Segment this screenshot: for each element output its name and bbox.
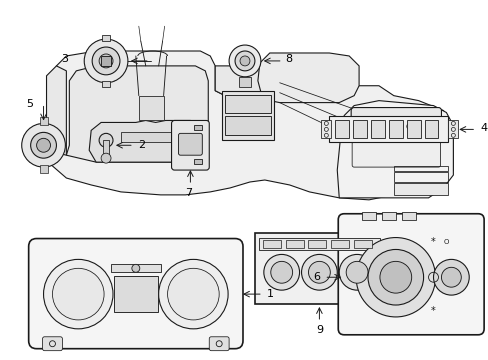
Circle shape: [229, 45, 260, 77]
Bar: [370, 121, 384, 138]
Bar: [308, 239, 325, 248]
Circle shape: [301, 255, 337, 290]
Circle shape: [21, 123, 65, 167]
FancyBboxPatch shape: [381, 118, 410, 134]
Circle shape: [355, 238, 435, 317]
Circle shape: [43, 260, 113, 329]
Text: 1: 1: [267, 289, 274, 299]
Bar: [328, 117, 447, 142]
Text: 8: 8: [285, 54, 292, 64]
Bar: [40, 117, 47, 125]
Circle shape: [37, 138, 50, 152]
Bar: [353, 239, 371, 248]
Bar: [102, 35, 110, 41]
Bar: [331, 239, 348, 248]
Circle shape: [308, 261, 329, 283]
Bar: [321, 121, 331, 138]
Text: *: *: [430, 306, 435, 316]
FancyBboxPatch shape: [350, 108, 441, 143]
Text: 2: 2: [138, 140, 145, 150]
Polygon shape: [215, 66, 274, 100]
Circle shape: [264, 255, 299, 290]
Circle shape: [433, 260, 468, 295]
Bar: [424, 121, 438, 138]
Bar: [361, 212, 375, 220]
Bar: [393, 166, 447, 171]
Bar: [254, 233, 383, 304]
Bar: [222, 91, 273, 140]
Bar: [352, 121, 366, 138]
Bar: [102, 81, 110, 87]
Bar: [103, 140, 109, 158]
Text: 3: 3: [61, 54, 68, 64]
Circle shape: [270, 261, 292, 283]
Bar: [224, 95, 270, 113]
Bar: [393, 183, 447, 195]
FancyBboxPatch shape: [209, 337, 229, 351]
Text: 5: 5: [26, 99, 33, 109]
Polygon shape: [46, 51, 452, 200]
Circle shape: [99, 54, 113, 68]
FancyBboxPatch shape: [178, 133, 202, 155]
FancyBboxPatch shape: [29, 239, 243, 349]
Bar: [401, 212, 415, 220]
Bar: [40, 165, 47, 173]
Bar: [114, 276, 157, 312]
Circle shape: [52, 268, 104, 320]
Circle shape: [31, 132, 56, 158]
Bar: [239, 77, 250, 87]
Bar: [194, 125, 202, 130]
Circle shape: [235, 51, 254, 71]
FancyBboxPatch shape: [351, 141, 440, 167]
Circle shape: [84, 39, 128, 83]
Bar: [393, 172, 447, 182]
Bar: [335, 121, 348, 138]
Polygon shape: [89, 121, 208, 162]
Circle shape: [158, 260, 227, 329]
Circle shape: [339, 255, 374, 290]
Circle shape: [92, 47, 120, 75]
FancyBboxPatch shape: [171, 121, 209, 170]
Text: 9: 9: [315, 325, 322, 335]
Polygon shape: [66, 66, 208, 162]
Circle shape: [346, 261, 367, 283]
Text: 7: 7: [184, 188, 192, 198]
Bar: [111, 264, 161, 272]
Bar: [194, 159, 202, 164]
FancyBboxPatch shape: [338, 214, 483, 335]
Bar: [263, 239, 280, 248]
FancyBboxPatch shape: [42, 337, 62, 351]
Circle shape: [99, 133, 113, 147]
Circle shape: [167, 268, 219, 320]
Polygon shape: [337, 100, 452, 198]
Bar: [139, 96, 163, 121]
Circle shape: [240, 56, 249, 66]
Polygon shape: [46, 66, 66, 155]
Bar: [406, 121, 420, 138]
Text: 6: 6: [312, 272, 319, 282]
Circle shape: [132, 264, 140, 272]
Circle shape: [101, 153, 111, 163]
Text: 4: 4: [480, 123, 487, 134]
Bar: [447, 121, 457, 138]
Bar: [224, 116, 270, 135]
Circle shape: [379, 261, 411, 293]
Bar: [258, 238, 379, 251]
Bar: [388, 121, 402, 138]
Bar: [285, 239, 303, 248]
Text: *: *: [430, 237, 435, 247]
Bar: [381, 212, 395, 220]
Polygon shape: [257, 53, 358, 103]
Circle shape: [367, 249, 423, 305]
Circle shape: [441, 267, 460, 287]
Text: O: O: [443, 239, 448, 244]
Bar: [121, 132, 180, 142]
Bar: [101, 56, 111, 66]
